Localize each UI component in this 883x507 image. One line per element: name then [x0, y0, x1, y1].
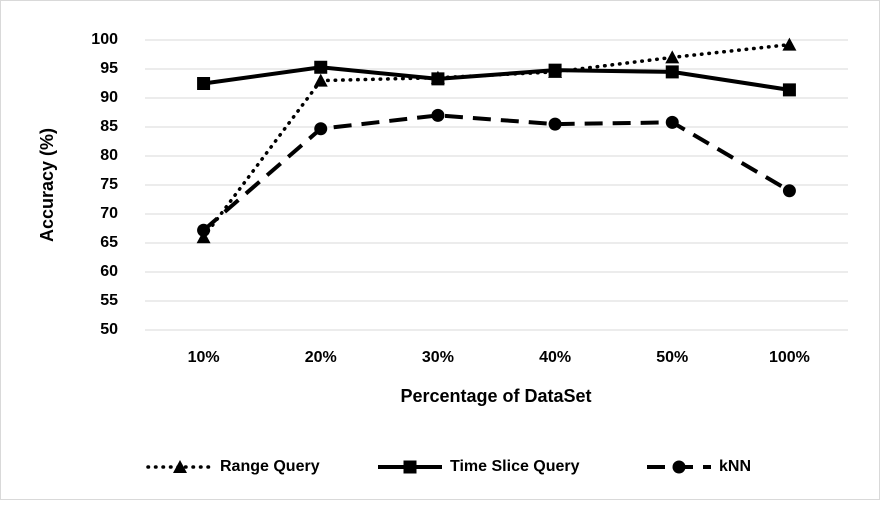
legend-label: Time Slice Query: [450, 458, 580, 475]
y-axis-label: Accuracy (%): [37, 128, 57, 242]
x-axis-label: Percentage of DataSet: [400, 386, 591, 406]
y-tick-label: 60: [100, 263, 118, 280]
marker: [672, 460, 686, 474]
marker: [782, 83, 796, 97]
series-line: [203, 65, 790, 92]
marker: [665, 115, 679, 129]
x-tick-label: 50%: [656, 349, 688, 366]
marker: [665, 50, 680, 64]
y-tick-label: 55: [100, 292, 118, 309]
y-tick-label: 75: [100, 176, 118, 193]
marker: [403, 460, 417, 474]
marker: [197, 77, 211, 90]
y-tick-label: 70: [100, 205, 118, 222]
y-tick-label: 100: [91, 31, 118, 48]
legend-label: kNN: [719, 458, 751, 475]
x-tick-label: 40%: [539, 349, 571, 366]
x-tick-label: 30%: [422, 349, 454, 366]
marker: [431, 108, 445, 122]
x-tick-label: 10%: [188, 349, 220, 366]
marker: [314, 60, 328, 74]
x-tick-label: 20%: [305, 349, 337, 366]
marker: [548, 63, 562, 77]
marker: [197, 223, 211, 237]
marker: [548, 117, 562, 131]
marker: [782, 37, 797, 51]
marker: [431, 72, 445, 86]
marker: [313, 73, 328, 87]
marker: [173, 460, 187, 473]
x-tick-label: 100%: [769, 349, 810, 366]
y-tick-label: 65: [100, 234, 118, 251]
y-tick-label: 95: [100, 60, 118, 77]
marker: [782, 184, 796, 198]
legend-label: Range Query: [220, 458, 320, 475]
marker: [314, 122, 328, 136]
marker: [665, 65, 679, 79]
y-tick-label: 85: [100, 118, 118, 135]
y-tick-label: 50: [100, 321, 118, 338]
y-tick-label: 80: [100, 147, 118, 164]
y-tick-label: 90: [100, 89, 118, 106]
series-line: [202, 113, 791, 232]
